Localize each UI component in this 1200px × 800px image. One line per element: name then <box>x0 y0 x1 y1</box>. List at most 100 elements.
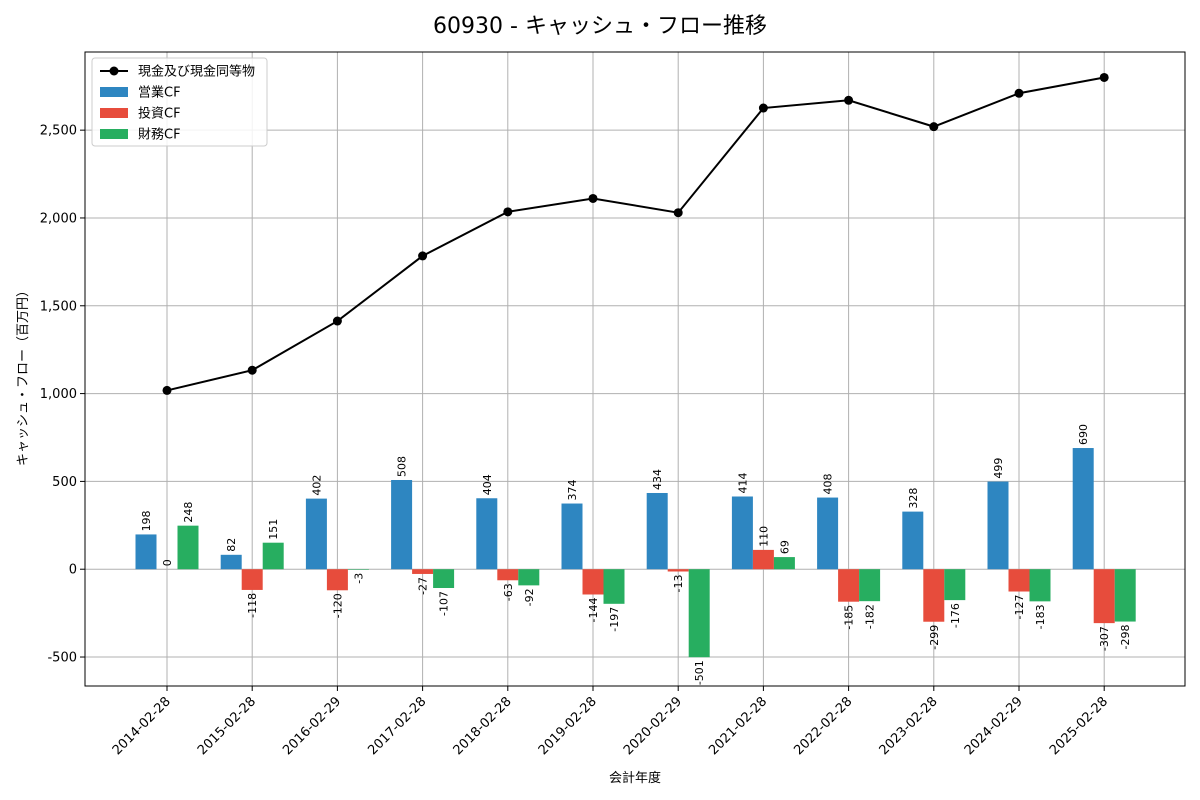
bar-value-label: 508 <box>396 456 409 477</box>
cash-point <box>1099 72 1109 82</box>
bar-3 <box>433 569 455 589</box>
bar-value-label: 434 <box>651 469 664 490</box>
legend-bar-swatch <box>100 87 128 97</box>
bar-value-label: -501 <box>693 660 706 685</box>
bar-value-label: -298 <box>1119 625 1132 650</box>
x-tick-label: 2022-02-28 <box>791 694 855 758</box>
cash-point <box>929 122 939 132</box>
bar-3 <box>688 569 710 658</box>
bar-3 <box>859 569 881 602</box>
legend-marker <box>109 66 119 76</box>
cash-point <box>588 193 598 203</box>
cash-point <box>332 316 342 326</box>
axes: -500 0 500 1,000 1,500 2,000 2,500 2014-02-28 20… <box>40 124 1111 759</box>
bar-value-label: -183 <box>1034 604 1047 629</box>
bar-1 <box>305 498 327 570</box>
bar-value-label: 82 <box>225 538 238 552</box>
bar-value-label: 690 <box>1077 424 1090 445</box>
bar-value-label: 151 <box>267 519 280 540</box>
legend-label: 投資CF <box>138 106 181 122</box>
x-tick-label: 2019-02-28 <box>536 694 600 758</box>
bar-1 <box>987 481 1009 570</box>
bar-2 <box>582 569 604 595</box>
bar-1 <box>135 534 157 570</box>
bar-value-label: 374 <box>566 480 579 501</box>
bar-value-label: -176 <box>949 603 962 628</box>
bar-1 <box>731 496 753 570</box>
y-tick-label: 1,500 <box>40 299 77 314</box>
x-tick-label: 2018-02-28 <box>451 694 515 758</box>
bar-value-label: -13 <box>672 574 685 592</box>
bar-value-label: -120 <box>331 593 344 618</box>
bar-1 <box>902 511 924 570</box>
grid <box>85 52 1185 686</box>
x-tick-label: 2020-02-29 <box>621 694 685 758</box>
bar-value-label: 404 <box>481 474 494 495</box>
bar-value-label: -307 <box>1098 626 1111 651</box>
chart-title: 60930 - キャッシュ・フロー推移 <box>433 14 767 39</box>
bar-3 <box>944 569 966 601</box>
bar-value-label: -118 <box>246 593 259 618</box>
bar-value-label: 110 <box>757 526 770 547</box>
bar-1 <box>391 479 413 570</box>
bar-value-label: 198 <box>140 510 153 531</box>
cash-line-path <box>166 76 1105 392</box>
bar-value-label: -92 <box>523 588 536 606</box>
bar-2 <box>497 569 519 581</box>
cash-point <box>247 365 257 375</box>
bar-value-label: -127 <box>1013 595 1026 620</box>
bar-1 <box>561 503 583 570</box>
bars <box>135 448 1136 658</box>
cash-point <box>418 251 428 261</box>
bar-value-label: 69 <box>778 540 791 554</box>
bar-2 <box>752 549 774 570</box>
cash-point <box>503 207 513 217</box>
bar-1 <box>646 492 668 570</box>
x-tick-label: 2021-02-28 <box>706 694 770 758</box>
x-tick-label: 2014-02-28 <box>110 694 174 758</box>
x-tick-label: 2025-02-28 <box>1047 694 1111 758</box>
y-axis-label: キャッシュ・フロー（百万円） <box>16 284 31 466</box>
bar-value-label: -197 <box>608 607 621 632</box>
cash-point <box>1014 88 1024 98</box>
legend-bar-swatch <box>100 108 128 118</box>
bar-3 <box>518 569 540 586</box>
bar-value-label: -182 <box>864 604 877 629</box>
x-axis-label: 会計年度 <box>609 770 661 786</box>
y-tick-label: 2,500 <box>40 124 77 139</box>
bar-value-label: 402 <box>310 475 323 496</box>
bar-value-label: -185 <box>843 605 856 630</box>
bar-1 <box>220 554 242 570</box>
cash-point <box>673 208 683 218</box>
bar-value-label: 248 <box>182 502 195 523</box>
legend-label: 現金及び現金同等物 <box>138 64 255 80</box>
legend-label: 財務CF <box>138 128 181 143</box>
bar-1 <box>817 497 839 570</box>
bar-3 <box>1114 569 1136 622</box>
bar-1 <box>476 498 498 570</box>
bar-3 <box>347 569 369 570</box>
bar-3 <box>773 557 795 570</box>
bar-value-label: 408 <box>822 474 835 495</box>
bar-1 <box>1072 448 1094 570</box>
y-tick-label: 1,000 <box>40 387 77 402</box>
bar-2 <box>667 569 689 572</box>
bar-value-label: -144 <box>587 598 600 623</box>
y-tick-label: 0 <box>69 563 77 578</box>
bar-2 <box>923 569 945 622</box>
bar-labels: 198 82 402 508 404 374 434 414 408 328 499 690 0 -118… <box>140 424 1132 685</box>
plot-frame <box>84 51 1186 687</box>
bar-value-label: -27 <box>417 577 430 595</box>
y-tick-label: 500 <box>52 475 77 490</box>
bar-2 <box>838 569 860 602</box>
legend-bar-swatch <box>100 129 128 139</box>
cash-line <box>162 72 1109 395</box>
bar-value-label: 328 <box>907 488 920 509</box>
bar-2 <box>241 569 263 590</box>
bar-3 <box>1029 569 1051 602</box>
cash-point <box>162 385 172 395</box>
x-tick-label: 2016-02-29 <box>280 694 344 758</box>
